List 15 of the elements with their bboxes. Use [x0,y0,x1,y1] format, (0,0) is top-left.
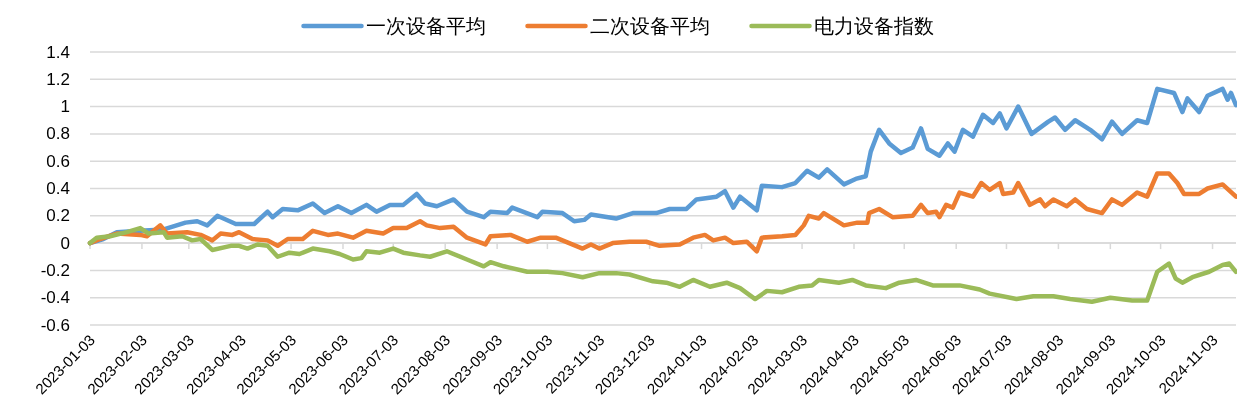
y-tick-label: 0.8 [46,124,70,144]
y-tick-label: 1 [60,97,70,117]
legend-label: 二次设备平均 [589,15,710,37]
legend-label: 电力设备指数 [813,15,934,37]
y-tick-label: -0.4 [40,288,70,308]
y-tick-label: 0.6 [46,151,70,171]
y-tick-label: 1.2 [46,69,70,89]
y-tick-label: 1.4 [46,42,70,62]
y-tick-label: 0 [60,233,70,253]
y-tick-label: 0.4 [46,179,70,198]
y-tick-label: 0.2 [46,206,70,226]
y-tick-label: -0.2 [40,260,70,280]
y-tick-label: -0.6 [40,315,70,335]
legend-label: 一次设备平均 [365,15,486,37]
line-series [87,225,1237,305]
